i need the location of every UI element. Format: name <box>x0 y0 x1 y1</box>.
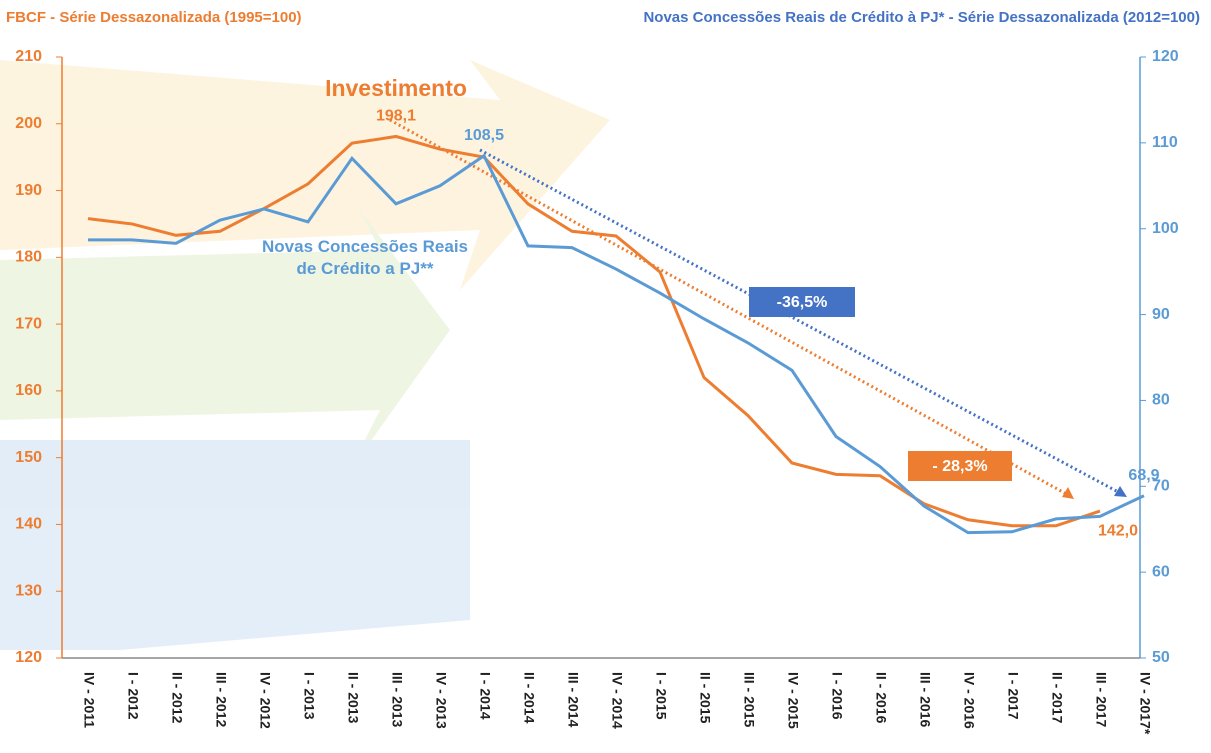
annotation: -36,5% <box>777 294 828 311</box>
x-tick-label: IV - 2011 <box>81 672 97 728</box>
x-tick-label: I - 2012 <box>125 672 141 720</box>
data-label: 68,9 <box>1128 467 1159 484</box>
x-tick-label: II - 2014 <box>521 672 537 724</box>
data-label: 108,5 <box>464 127 504 144</box>
x-tick-label: III - 2012 <box>213 672 229 727</box>
y-tick-label: 210 <box>15 48 42 65</box>
y-axis-title: FBCF - Série Dessazonalizada (1995=100) <box>6 9 302 26</box>
y2-tick-label: 60 <box>1152 563 1170 580</box>
y2-tick-label: 100 <box>1152 220 1179 237</box>
x-tick-label: IV - 2012 <box>257 672 273 729</box>
x-tick-label: III - 2014 <box>565 672 581 727</box>
x-tick-label: I - 2014 <box>477 672 493 720</box>
y-tick-label: 200 <box>15 115 42 132</box>
series-label: Investimento <box>325 75 467 101</box>
y2-axis-title: Novas Concessões Reais de Crédito à PJ* … <box>643 9 1200 26</box>
x-tick-label: II - 2013 <box>345 672 361 724</box>
y-tick-label: 150 <box>15 449 42 466</box>
arrow-head <box>1114 486 1127 497</box>
y-tick-label: 170 <box>15 315 42 332</box>
annotation-box <box>749 287 855 317</box>
y-tick-label: 180 <box>15 249 42 266</box>
x-tick-label: II - 2015 <box>697 672 713 724</box>
series-label: Novas Concessões Reais de Crédito a PJ** <box>262 237 468 278</box>
series-line <box>88 153 1145 535</box>
y-tick-label: 130 <box>15 582 42 599</box>
y-tick-label: 120 <box>15 649 42 666</box>
trend-arrow <box>389 118 1071 498</box>
x-tick-label: I - 2016 <box>829 672 845 720</box>
x-tick-label: III - 2015 <box>741 672 757 727</box>
x-tick-label: II - 2012 <box>169 672 185 724</box>
x-tick-label: III - 2013 <box>389 672 405 727</box>
x-tick-label: I - 2015 <box>653 672 669 720</box>
y-tick-label: 160 <box>15 382 42 399</box>
y2-tick-label: 80 <box>1152 392 1170 409</box>
annotation-box <box>908 451 1012 481</box>
data-label: 142,0 <box>1098 522 1138 539</box>
x-tick-label: IV - 2014 <box>609 672 625 729</box>
annotation: - 28,3% <box>932 458 987 475</box>
y2-tick-label: 50 <box>1152 649 1170 666</box>
x-tick-label: III - 2017 <box>1093 672 1109 727</box>
x-tick-label: I - 2013 <box>301 672 317 720</box>
background-arrows <box>0 60 610 650</box>
trend-arrow <box>479 148 1123 496</box>
x-tick-label: II - 2016 <box>873 672 889 724</box>
x-tick-label: IV - 2013 <box>433 672 449 729</box>
data-label: 198,1 <box>376 108 416 125</box>
x-tick-label: IV - 2017* <box>1137 672 1153 735</box>
y2-tick-label: 120 <box>1152 48 1179 65</box>
y-tick-label: 140 <box>15 516 42 533</box>
x-tick-label: III - 2016 <box>917 672 933 727</box>
arrow-head <box>1062 487 1074 499</box>
x-tick-label: II - 2017 <box>1049 672 1065 724</box>
y2-tick-label: 110 <box>1152 134 1178 151</box>
y2-tick-label: 90 <box>1152 306 1170 323</box>
x-tick-label: IV - 2015 <box>785 672 801 729</box>
x-tick-label: I - 2017 <box>1005 672 1021 720</box>
y2-tick-label: 70 <box>1152 478 1170 495</box>
x-tick-label: IV - 2016 <box>961 672 977 729</box>
y-tick-label: 190 <box>15 182 42 199</box>
